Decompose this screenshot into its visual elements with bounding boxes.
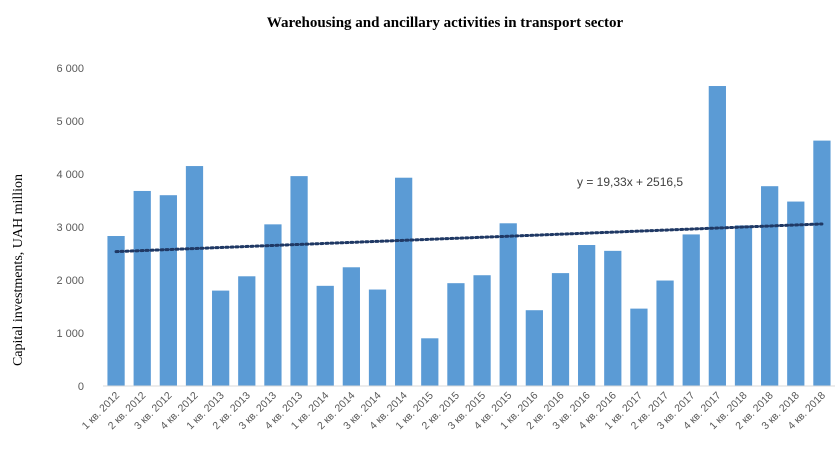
y-tick-label: 2 000 xyxy=(56,275,84,287)
bar xyxy=(159,195,177,386)
bar xyxy=(551,273,570,386)
chart-title: Warehousing and ancillary activities in … xyxy=(267,15,624,31)
y-axis-ticks: 0 1 000 2 000 3 000 4 000 5 000 6 000 xyxy=(56,63,84,393)
bar xyxy=(107,236,125,386)
bar xyxy=(342,267,360,386)
trendline-equation: y = 19,33x + 2516,5 xyxy=(577,175,683,189)
bar xyxy=(421,338,439,386)
bar xyxy=(316,285,334,386)
bar xyxy=(525,310,543,386)
bar xyxy=(604,250,622,386)
bar xyxy=(473,275,491,386)
bar xyxy=(368,289,387,386)
bar xyxy=(264,224,282,386)
bar xyxy=(447,283,465,386)
bar xyxy=(395,177,413,386)
y-axis-label: Capital investments, UAH million xyxy=(11,174,26,366)
bar xyxy=(630,308,648,386)
y-tick-label: 5 000 xyxy=(56,116,84,128)
bar xyxy=(290,176,308,386)
bar xyxy=(787,201,805,386)
bar xyxy=(734,225,753,386)
bar xyxy=(185,166,204,386)
y-tick-label: 6 000 xyxy=(56,63,84,75)
bar xyxy=(578,245,596,386)
trendline xyxy=(114,222,824,254)
bar xyxy=(238,276,256,386)
bar xyxy=(682,234,700,386)
bar xyxy=(212,290,230,386)
bar xyxy=(656,280,674,386)
y-tick-label: 4 000 xyxy=(56,169,84,181)
bar xyxy=(708,86,726,387)
bar xyxy=(813,140,831,386)
y-tick-label: 1 000 xyxy=(56,328,84,340)
bar xyxy=(133,190,151,386)
bar xyxy=(499,223,517,386)
y-tick-label: 0 xyxy=(78,381,84,393)
y-tick-label: 3 000 xyxy=(56,222,84,234)
bar-series xyxy=(107,86,831,387)
bar xyxy=(761,186,779,386)
